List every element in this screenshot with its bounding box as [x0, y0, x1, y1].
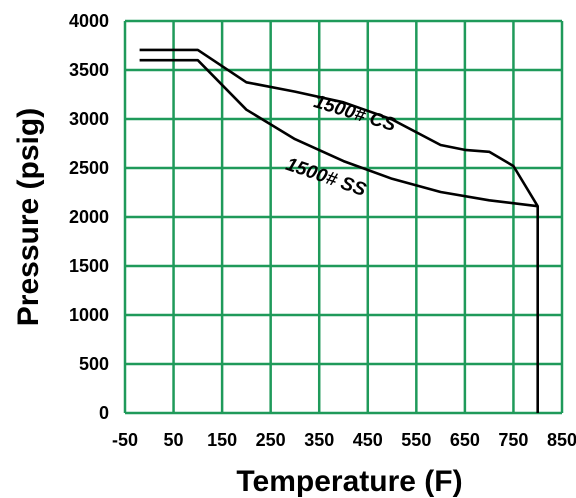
x-tick-label: 550 [401, 430, 431, 450]
x-tick-label: -50 [112, 430, 138, 450]
x-tick-label: 650 [450, 430, 480, 450]
series-label-cs: 1500# CS [311, 91, 398, 136]
y-tick-label: 0 [99, 403, 109, 423]
grid [123, 19, 564, 415]
y-tick-label: 1500 [69, 256, 109, 276]
x-tick-label: 450 [353, 430, 383, 450]
y-tick-label: 4000 [69, 11, 109, 31]
series-line-ss [139, 58, 538, 208]
y-tick-label: 500 [79, 354, 109, 374]
series-annotations: 1500# CS 1500# SS [283, 91, 399, 201]
tick-labels: -50 50 150 250 350 450 550 650 750 850 0 500 1000 150… [69, 11, 576, 450]
x-tick-label: 350 [304, 430, 334, 450]
y-axis-title: Pressure (psig) [12, 108, 45, 326]
y-tick-label: 3000 [69, 109, 109, 129]
y-tick-label: 3500 [69, 60, 109, 80]
y-tick-label: 1000 [69, 305, 109, 325]
series-line-cs [139, 48, 540, 413]
x-tick-label: 750 [498, 430, 528, 450]
x-tick-label: 250 [256, 430, 286, 450]
y-tick-label: 2500 [69, 158, 109, 178]
x-tick-label: 850 [547, 430, 576, 450]
series-lines [139, 48, 540, 413]
x-tick-label: 50 [164, 430, 184, 450]
series-label-ss: 1500# SS [283, 154, 369, 201]
y-tick-label: 2000 [69, 207, 109, 227]
x-tick-label: 150 [207, 430, 237, 450]
x-axis-title: Temperature (F) [236, 465, 462, 498]
